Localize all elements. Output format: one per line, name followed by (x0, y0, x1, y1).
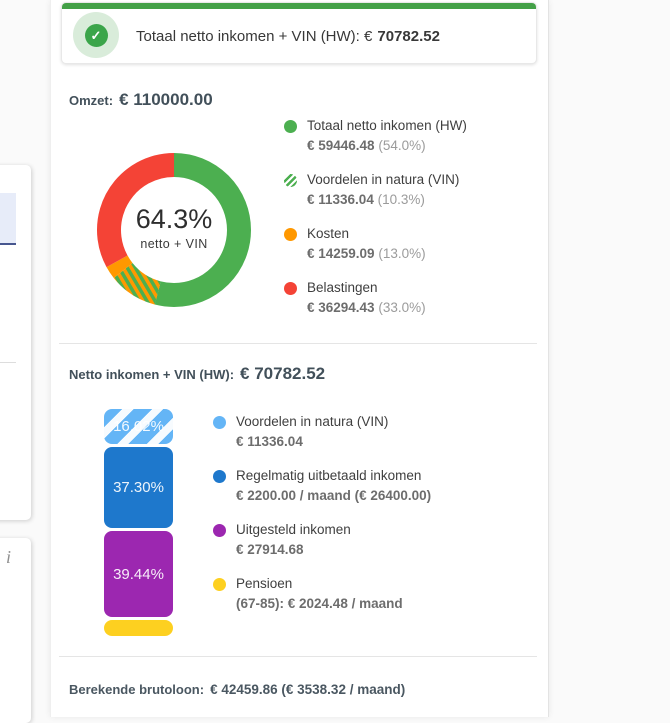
bar-legend: Voordelen in natura (VIN) € 11336.04 Regel… (213, 412, 431, 628)
info-icon[interactable]: i (6, 547, 12, 567)
gross-salary-value: € 42459.86 (€ 3538.32 / maand) (210, 682, 406, 697)
legend-label: Voordelen in natura (VIN) (307, 172, 460, 187)
bar-segment[interactable] (104, 620, 173, 636)
check-icon: ✓ (84, 23, 108, 47)
alert-accent-bar (62, 3, 536, 9)
legend-label: Kosten (307, 226, 350, 241)
bar-segment-label: 16.02% (113, 418, 164, 435)
net-income-value: € 70782.52 (240, 364, 326, 383)
omzet-label: Omzet: (69, 93, 114, 108)
legend-value: € 27914.68 (236, 542, 304, 557)
donut-center-label: 64.3% (136, 204, 213, 234)
legend-dot-icon (284, 228, 297, 241)
donut-center-sublabel: netto + VIN (140, 237, 207, 251)
legend-label: Uitgesteld inkomen (236, 522, 351, 537)
legend-value: € 2200.00 / maand (€ 26400.00) (236, 488, 432, 503)
legend-label: Pensioen (236, 576, 293, 591)
stacked-bar-chart: 16.02% 37.30% 39.44% (104, 409, 173, 639)
side-divider (0, 362, 16, 363)
check-circle: ✓ (73, 12, 119, 58)
legend-label: Belastingen (307, 280, 378, 295)
legend-value: € 11336.04 (236, 434, 303, 449)
legend-label: Regelmatig uitbetaald inkomen (236, 468, 422, 483)
bar-segment-label: 39.44% (113, 565, 164, 583)
legend-dot-icon (284, 282, 297, 295)
legend-item[interactable]: Uitgesteld inkomen € 27914.68 (213, 520, 431, 560)
legend-dot-icon (213, 416, 226, 429)
legend-item[interactable]: Totaal netto inkomen (HW) € 59446.48 (54.… (284, 116, 467, 156)
omzet-value: € 110000.00 (119, 90, 213, 109)
legend-value: (67-85): € 2024.48 / maand (236, 596, 403, 611)
legend-item[interactable]: Belastingen € 36294.43 (33.0%) (284, 278, 467, 318)
net-income-label: Netto inkomen + VIN (HW): (69, 367, 235, 382)
alert-label: Totaal netto inkomen + VIN (HW): € (136, 27, 373, 45)
legend-dot-icon (213, 578, 226, 591)
gross-salary-heading: Berekende brutoloon: € 42459.86 (€ 3538.… (69, 682, 405, 697)
results-panel: ✓ Totaal netto inkomen + VIN (HW): € 707… (50, 0, 549, 717)
bar-segment[interactable]: 16.02% (104, 409, 173, 444)
bar-segment[interactable]: 37.30% (104, 447, 173, 528)
divider (59, 343, 537, 344)
legend-item[interactable]: Kosten € 14259.09 (13.0%) (284, 224, 467, 264)
legend-value: € 59446.48 (54.0%) (307, 138, 426, 153)
side-input-field[interactable] (0, 193, 16, 245)
legend-dot-icon (284, 120, 297, 133)
omzet-heading: Omzet: € 110000.00 (69, 90, 213, 110)
legend-dot-icon (284, 174, 297, 187)
legend-value: € 14259.09 (13.0%) (307, 246, 426, 261)
legend-label: Voordelen in natura (VIN) (236, 414, 389, 429)
bar-segment[interactable]: 39.44% (104, 531, 173, 617)
legend-value: € 11336.04 (10.3%) (307, 192, 425, 207)
alert-value: 70782.52 (377, 27, 440, 45)
divider (59, 656, 537, 657)
legend-item[interactable]: Voordelen in natura (VIN) € 11336.04 (213, 412, 431, 452)
total-net-alert: ✓ Totaal netto inkomen + VIN (HW): € 707… (61, 2, 537, 64)
legend-dot-icon (213, 524, 226, 537)
legend-value: € 36294.43 (33.0%) (307, 300, 426, 315)
bar-segment-label: 37.30% (113, 479, 164, 496)
gross-salary-label: Berekende brutoloon: (69, 682, 205, 697)
legend-item[interactable]: Voordelen in natura (VIN) € 11336.04 (10.… (284, 170, 467, 210)
legend-item[interactable]: Pensioen (67-85): € 2024.48 / maand (213, 574, 431, 614)
donut-segment[interactable] (96, 152, 252, 308)
donut-chart[interactable]: 64.3% netto + VIN (96, 152, 252, 308)
legend-item[interactable]: Regelmatig uitbetaald inkomen € 2200.00 /… (213, 466, 431, 506)
left-info-card (0, 538, 31, 723)
donut-legend: Totaal netto inkomen (HW) € 59446.48 (54.… (284, 116, 467, 332)
legend-dot-icon (213, 470, 226, 483)
net-income-heading: Netto inkomen + VIN (HW): € 70782.52 (69, 364, 325, 384)
legend-label: Totaal netto inkomen (HW) (307, 118, 467, 133)
